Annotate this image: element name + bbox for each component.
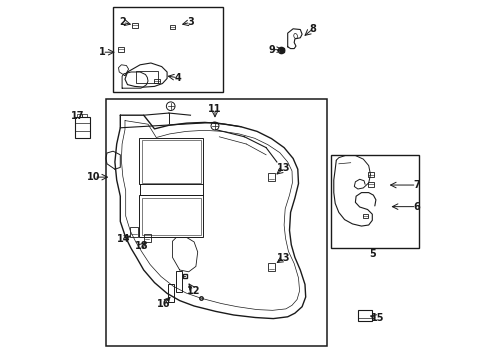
Bar [106, 99, 326, 346]
Bar [367, 182, 373, 186]
Text: 17: 17 [71, 111, 85, 121]
Text: 14: 14 [117, 234, 130, 244]
Bar [82, 114, 87, 117]
Text: 6: 6 [412, 202, 419, 212]
Text: 8: 8 [309, 24, 316, 34]
Text: 2: 2 [119, 17, 126, 27]
Text: 4: 4 [174, 73, 181, 83]
Text: 13: 13 [277, 163, 290, 173]
Bar [130, 227, 138, 237]
Bar [357, 310, 371, 321]
Text: 13: 13 [277, 253, 290, 263]
Text: 1: 1 [99, 47, 105, 57]
Bar [132, 23, 138, 27]
Text: 5: 5 [368, 249, 375, 259]
Bar [169, 24, 175, 29]
Bar [144, 234, 150, 242]
Text: 12: 12 [186, 285, 200, 296]
Bar [141, 198, 201, 235]
Bar [267, 263, 275, 271]
Bar [330, 155, 418, 248]
Text: 16: 16 [157, 299, 170, 309]
Bar [362, 214, 367, 218]
Text: 15: 15 [370, 313, 384, 323]
Bar [139, 195, 203, 237]
Bar [141, 140, 201, 183]
Text: 9: 9 [267, 45, 274, 55]
Text: 18: 18 [135, 241, 148, 251]
Text: 7: 7 [412, 180, 419, 190]
Text: 3: 3 [187, 17, 193, 27]
Bar [139, 138, 203, 184]
Text: 11: 11 [208, 104, 221, 114]
Bar [267, 173, 275, 181]
Bar [77, 114, 81, 117]
Bar [113, 7, 223, 92]
Bar [154, 78, 160, 83]
Text: 10: 10 [87, 172, 101, 182]
Bar [168, 284, 174, 302]
Bar [136, 71, 158, 83]
Bar [118, 47, 123, 51]
Bar [75, 117, 89, 138]
Bar [176, 271, 182, 292]
Bar [367, 172, 373, 177]
